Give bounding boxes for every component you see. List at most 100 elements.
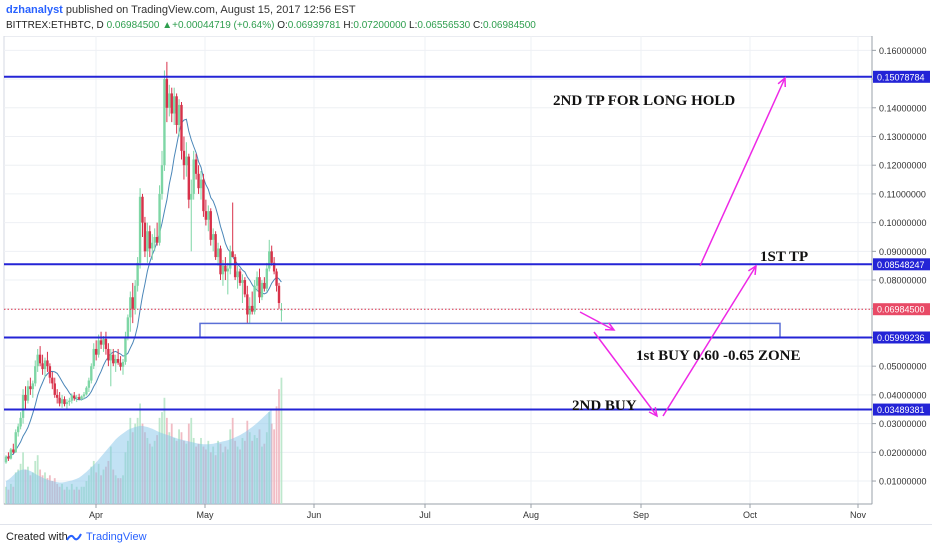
candle-body[interactable] <box>65 402 69 405</box>
tradingview-brand[interactable]: TradingView <box>86 531 147 543</box>
candle-body[interactable] <box>121 361 125 367</box>
candle-body[interactable] <box>250 305 254 312</box>
candle-body[interactable] <box>190 193 193 200</box>
candle-body[interactable] <box>63 399 66 405</box>
up-arrow-to-2nd-tp[interactable] <box>699 77 786 267</box>
candle-body[interactable] <box>24 394 27 401</box>
candle-body[interactable] <box>73 395 76 399</box>
candle-body[interactable] <box>70 395 74 401</box>
candle-body[interactable] <box>131 297 134 309</box>
candle-body[interactable] <box>31 383 35 390</box>
candle-body[interactable] <box>260 282 264 298</box>
candle-body[interactable] <box>272 262 276 272</box>
candle-body[interactable] <box>85 387 88 395</box>
candle-body[interactable] <box>209 211 212 240</box>
candle-body[interactable] <box>129 297 132 318</box>
candle-body[interactable] <box>268 251 271 269</box>
candle-body[interactable] <box>243 280 247 295</box>
candle-body[interactable] <box>34 366 37 384</box>
candle-body[interactable] <box>19 417 22 427</box>
candle-body[interactable] <box>180 104 183 151</box>
candle-body[interactable] <box>216 248 220 258</box>
candle-body[interactable] <box>163 79 166 166</box>
down-arrow-to-2nd-buy[interactable] <box>593 331 658 417</box>
candle-body[interactable] <box>146 231 149 252</box>
candle-body[interactable] <box>170 93 173 114</box>
candle-body[interactable] <box>43 360 47 370</box>
candle-body[interactable] <box>116 359 120 363</box>
candle-body[interactable] <box>231 251 234 258</box>
candle-body[interactable] <box>26 386 30 401</box>
candle-body[interactable] <box>214 234 217 258</box>
candle-body[interactable] <box>199 179 203 189</box>
candle-body[interactable] <box>229 251 232 269</box>
candle-body[interactable] <box>153 236 156 243</box>
candle-body[interactable] <box>41 363 44 370</box>
candle-body[interactable] <box>107 348 110 361</box>
candle-body[interactable] <box>192 159 195 194</box>
candle-body[interactable] <box>133 285 137 309</box>
candle-body[interactable] <box>175 96 178 126</box>
candle-body[interactable] <box>87 380 91 388</box>
candle-body[interactable] <box>4 456 8 463</box>
candle-body[interactable] <box>211 234 215 240</box>
candle-body[interactable] <box>270 251 273 263</box>
candle-body[interactable] <box>114 359 117 364</box>
candle-body[interactable] <box>102 338 105 345</box>
candle-body[interactable] <box>75 397 78 399</box>
candle-body[interactable] <box>46 360 49 367</box>
candle-body[interactable] <box>90 366 93 381</box>
candle-body[interactable] <box>168 93 171 108</box>
candle-body[interactable] <box>29 386 32 390</box>
candle-body[interactable] <box>51 377 54 384</box>
author-name[interactable]: dzhanalyst <box>6 4 63 16</box>
candle-body[interactable] <box>224 265 227 272</box>
candle-body[interactable] <box>82 394 86 397</box>
plot-area[interactable] <box>3 36 873 505</box>
candle-body[interactable] <box>280 309 283 311</box>
candle-body[interactable] <box>60 399 64 404</box>
candle-body[interactable] <box>104 338 108 349</box>
candle-body[interactable] <box>7 456 10 459</box>
candle-body[interactable] <box>226 268 230 272</box>
candle-body[interactable] <box>172 96 176 114</box>
candle-body[interactable] <box>219 248 222 275</box>
candle-body[interactable] <box>246 294 249 315</box>
candle-body[interactable] <box>48 366 52 378</box>
candle-body[interactable] <box>53 383 56 395</box>
candle-body[interactable] <box>126 317 130 338</box>
candle-body[interactable] <box>253 285 256 312</box>
candle-body[interactable] <box>136 262 139 286</box>
candle-body[interactable] <box>112 354 115 364</box>
candle-body[interactable] <box>80 396 83 399</box>
candle-body[interactable] <box>236 271 239 278</box>
candle-body[interactable] <box>94 348 98 355</box>
candle-body[interactable] <box>165 79 169 108</box>
candle-body[interactable] <box>207 211 210 220</box>
candle-body[interactable] <box>143 222 147 252</box>
candle-body[interactable] <box>248 305 251 315</box>
short-arrow[interactable] <box>579 311 615 331</box>
candle-body[interactable] <box>99 340 103 345</box>
candle-body[interactable] <box>124 337 127 362</box>
candle-body[interactable] <box>36 354 39 367</box>
candle-body[interactable] <box>182 150 186 166</box>
candle-body[interactable] <box>197 173 200 189</box>
candle-body[interactable] <box>55 394 59 398</box>
candle-body[interactable] <box>258 277 261 298</box>
candle-body[interactable] <box>92 348 95 367</box>
candle-body[interactable] <box>109 354 113 361</box>
candle-body[interactable] <box>97 340 100 355</box>
price-chart[interactable]: 0.160000000.150000000.140000000.13000000… <box>0 36 932 524</box>
candle-body[interactable] <box>119 362 122 367</box>
candle-body[interactable] <box>275 271 278 286</box>
candle-body[interactable] <box>158 193 161 243</box>
candle-body[interactable] <box>238 271 242 283</box>
candle-body[interactable] <box>141 196 144 223</box>
candle-body[interactable] <box>14 432 17 453</box>
candle-body[interactable] <box>255 277 259 286</box>
candle-body[interactable] <box>202 179 205 212</box>
candle-body[interactable] <box>77 397 81 399</box>
candle-body[interactable] <box>263 282 266 289</box>
candle-body[interactable] <box>233 257 237 278</box>
